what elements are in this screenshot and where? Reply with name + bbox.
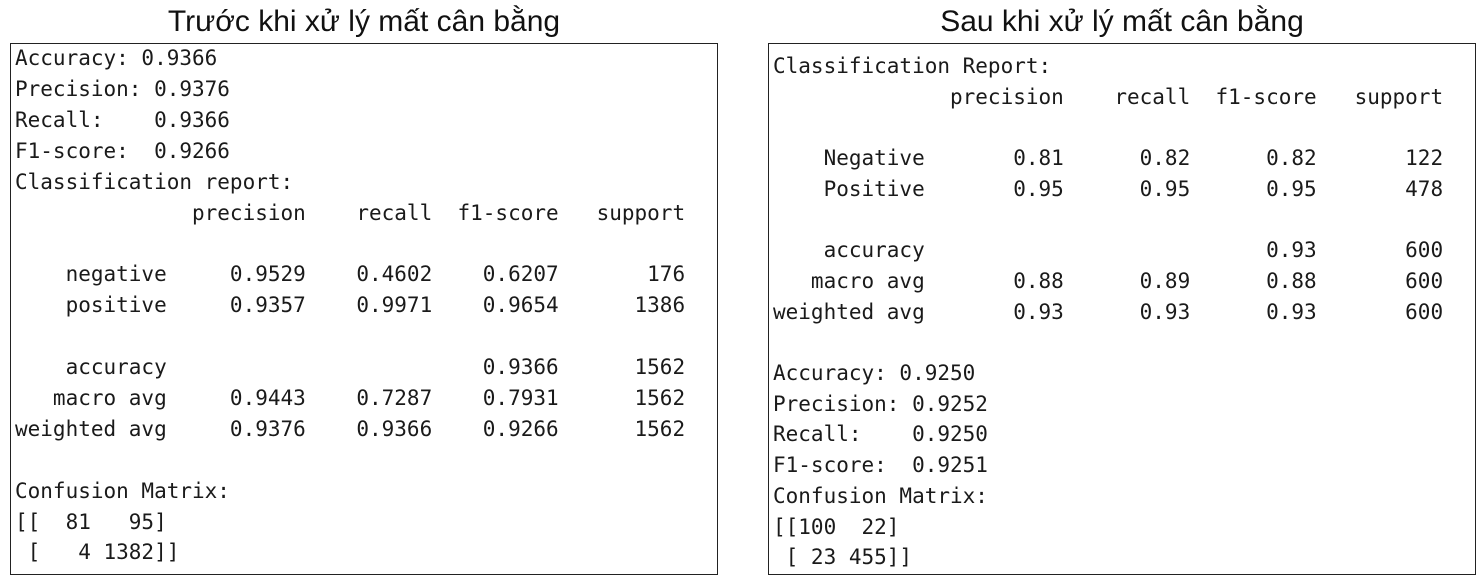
report-line: macro avg 0.88 0.89 0.88 600 bbox=[773, 268, 1444, 293]
report-line: Negative 0.81 0.82 0.82 122 bbox=[773, 146, 1444, 171]
report-line: precision recall f1-score support bbox=[15, 200, 686, 225]
right-panel-title: Sau khi xử lý mất cân bằng bbox=[940, 5, 1304, 38]
report-line: [ 4 1382]] bbox=[15, 540, 180, 565]
report-line: Positive 0.95 0.95 0.95 478 bbox=[773, 176, 1444, 201]
left-report-panel: Accuracy: 0.9366 Precision: 0.9376 Recall:… bbox=[10, 43, 718, 575]
report-line: Confusion Matrix: bbox=[773, 483, 988, 508]
left-panel-title: Trước khi xử lý mất cân bằng bbox=[167, 5, 561, 38]
report-line: macro avg 0.9443 0.7287 0.7931 1562 bbox=[15, 385, 686, 410]
report-line: F1-score: 0.9251 bbox=[773, 453, 988, 478]
report-line: Accuracy: 0.9250 bbox=[773, 361, 976, 385]
report-line: [[100 22] bbox=[773, 514, 900, 539]
report-line: Confusion Matrix: bbox=[15, 478, 230, 503]
report-line: positive 0.9357 0.9971 0.9654 1386 bbox=[15, 293, 686, 318]
report-line: Classification report: bbox=[15, 169, 294, 194]
report-line: [[ 81 95] bbox=[15, 509, 167, 534]
report-line: Classification Report: bbox=[773, 54, 1052, 78]
report-line: [ 23 455]] bbox=[773, 545, 913, 570]
report-line: Recall: 0.9250 bbox=[773, 422, 988, 447]
report-line: Recall: 0.9366 bbox=[15, 107, 230, 132]
report-line: negative 0.9529 0.4602 0.6207 176 bbox=[15, 262, 686, 287]
report-line: precision recall f1-score support bbox=[773, 84, 1444, 109]
report-line: Precision: 0.9376 bbox=[15, 76, 230, 101]
report-line: weighted avg 0.93 0.93 0.93 600 bbox=[773, 299, 1444, 324]
report-line: accuracy 0.9366 1562 bbox=[15, 355, 686, 379]
report-line: accuracy 0.93 600 bbox=[773, 238, 1444, 263]
report-line: F1-score: 0.9266 bbox=[15, 138, 230, 163]
report-line: Precision: 0.9252 bbox=[773, 391, 988, 416]
right-report-panel: Classification Report: precision recall … bbox=[768, 43, 1476, 575]
report-line: weighted avg 0.9376 0.9366 0.9266 1562 bbox=[15, 416, 686, 441]
report-line: Accuracy: 0.9366 bbox=[15, 46, 218, 70]
